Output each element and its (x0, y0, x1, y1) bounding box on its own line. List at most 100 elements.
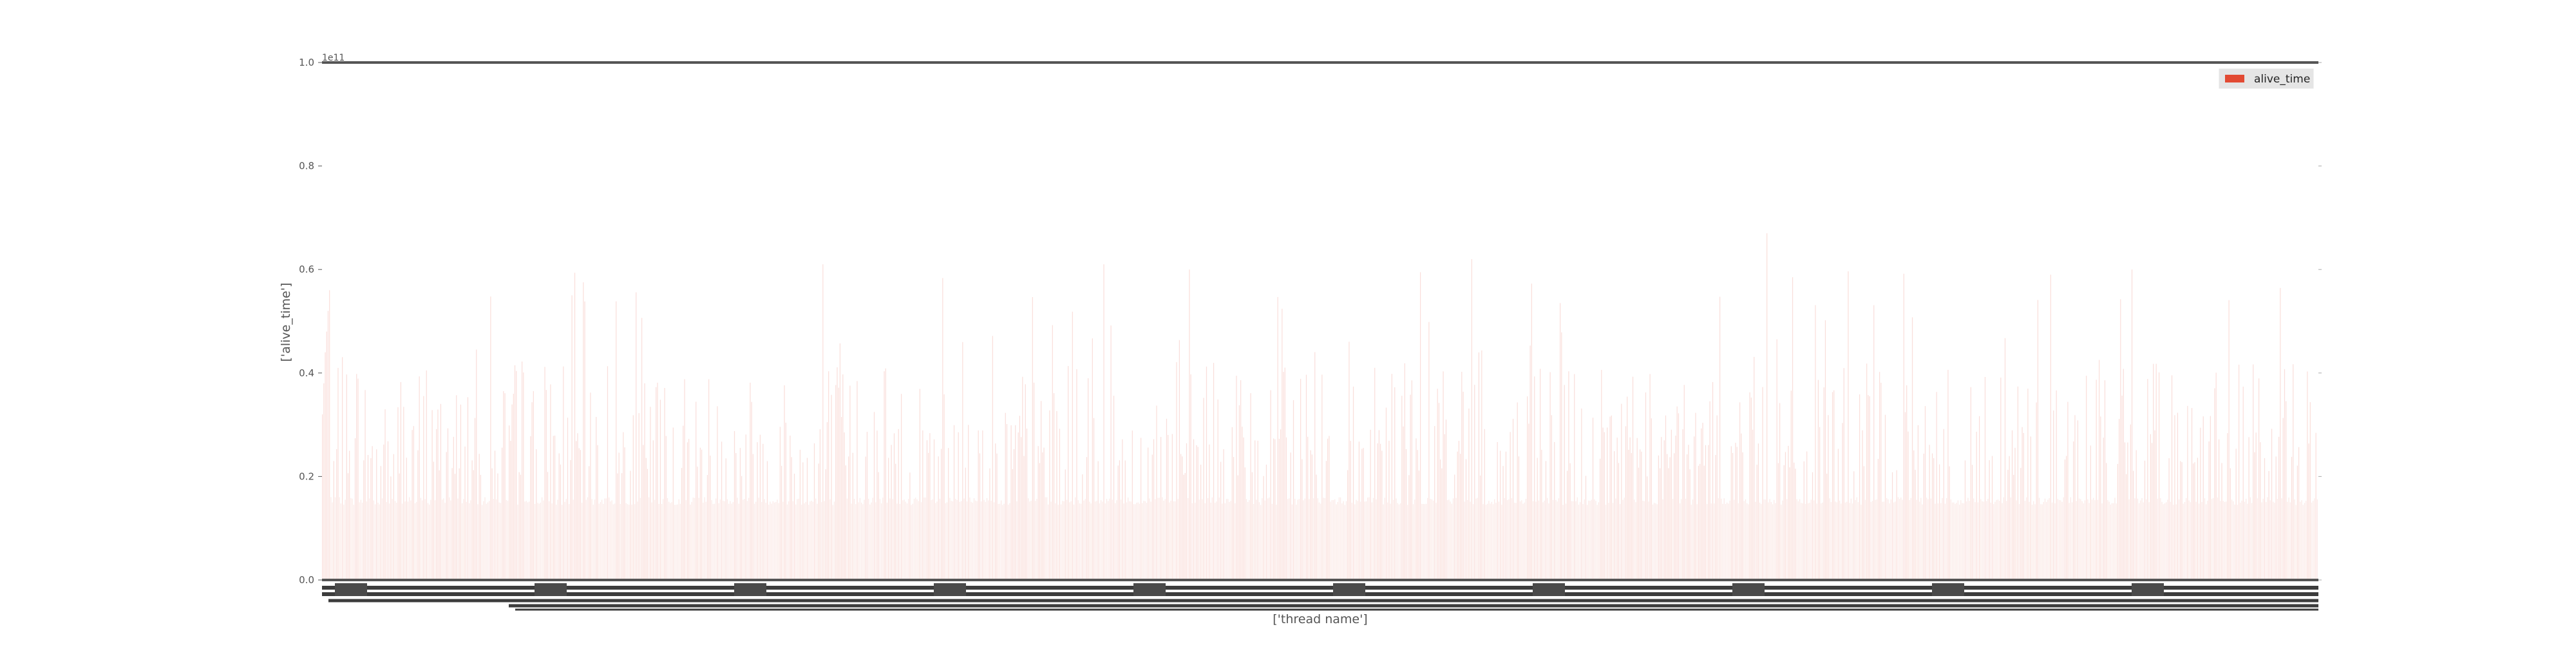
bar (925, 497, 926, 580)
bar (2269, 500, 2271, 580)
bar (1786, 499, 1788, 580)
y-axis-label: ['alive_time'] (279, 283, 293, 362)
bar (1086, 457, 1088, 580)
bar (922, 430, 923, 580)
bar (339, 497, 340, 580)
bar (1846, 501, 1848, 580)
bar (436, 429, 437, 580)
bar (2081, 501, 2083, 580)
bar (1766, 233, 1768, 580)
bar (397, 407, 399, 580)
bar (995, 443, 996, 580)
bar (896, 503, 898, 580)
bar (1206, 366, 1208, 580)
bar (429, 504, 430, 580)
bar (2208, 441, 2210, 580)
bar (2211, 499, 2213, 580)
bar (882, 497, 884, 580)
bar (1079, 503, 1081, 580)
bar (416, 501, 417, 580)
bar (1558, 498, 1560, 580)
bar (456, 395, 457, 580)
bar (931, 500, 932, 580)
bar (1956, 503, 1957, 580)
bar (1662, 499, 1663, 580)
bar (1198, 499, 1200, 580)
bar (1029, 501, 1030, 580)
bar (624, 447, 625, 580)
bar (393, 454, 394, 580)
bar (2049, 498, 2050, 580)
bar (1477, 497, 1478, 580)
bar (2267, 497, 2268, 580)
bar (551, 503, 553, 580)
bar (540, 502, 542, 580)
bar (1792, 277, 1794, 580)
bar (433, 461, 434, 580)
bar (1933, 458, 1935, 580)
bar (2110, 504, 2111, 580)
bar (565, 499, 567, 580)
bar (621, 473, 623, 580)
bar (1432, 500, 1434, 580)
bar (681, 468, 683, 580)
bar (343, 505, 345, 580)
bars-group (322, 233, 2318, 580)
bar (507, 501, 509, 580)
bar (2003, 497, 2004, 580)
bar (2117, 463, 2119, 580)
bar (1247, 501, 1249, 580)
bar (668, 501, 670, 580)
bar (1866, 363, 1868, 580)
bar (2160, 498, 2161, 580)
bar (1692, 499, 1694, 580)
bar (1911, 317, 1913, 580)
bar (403, 407, 404, 580)
bar (1534, 376, 1535, 580)
bar (1508, 499, 1510, 580)
bar (571, 295, 573, 580)
bar (759, 434, 761, 580)
bar (881, 503, 882, 580)
bar (1624, 497, 1625, 580)
bar (1864, 499, 1866, 580)
bar (1177, 499, 1179, 580)
bar (580, 450, 582, 580)
bar (998, 504, 999, 580)
bar (1408, 475, 1410, 580)
bar (1708, 445, 1709, 580)
bar (1332, 500, 1334, 580)
bar (1608, 503, 1609, 580)
bar (902, 500, 904, 580)
bar (1946, 497, 1947, 580)
bar (1884, 414, 1886, 580)
bar (1113, 396, 1115, 580)
bar (1019, 416, 1021, 580)
bar (1015, 425, 1016, 580)
bar (1636, 438, 1638, 580)
bar (409, 497, 410, 580)
bar (1414, 499, 1416, 580)
bar (2116, 503, 2117, 580)
bar (1394, 387, 1396, 580)
bar (2291, 456, 2293, 580)
bar (2227, 433, 2228, 580)
bar (641, 318, 643, 580)
bar (2167, 499, 2168, 580)
bar (999, 503, 1001, 580)
bar (659, 400, 661, 580)
bar (1112, 499, 1113, 580)
bar (1839, 500, 1841, 580)
bar (2187, 405, 2188, 580)
bar (2047, 499, 2049, 580)
bar (1204, 503, 1206, 580)
bar (978, 430, 979, 580)
bar (1129, 501, 1130, 580)
bar (1164, 499, 1166, 580)
bar (2040, 504, 2041, 580)
y-offset-text: 1e11 (322, 53, 345, 63)
bar (728, 503, 730, 580)
bar (1969, 501, 1970, 580)
bar (506, 499, 507, 580)
